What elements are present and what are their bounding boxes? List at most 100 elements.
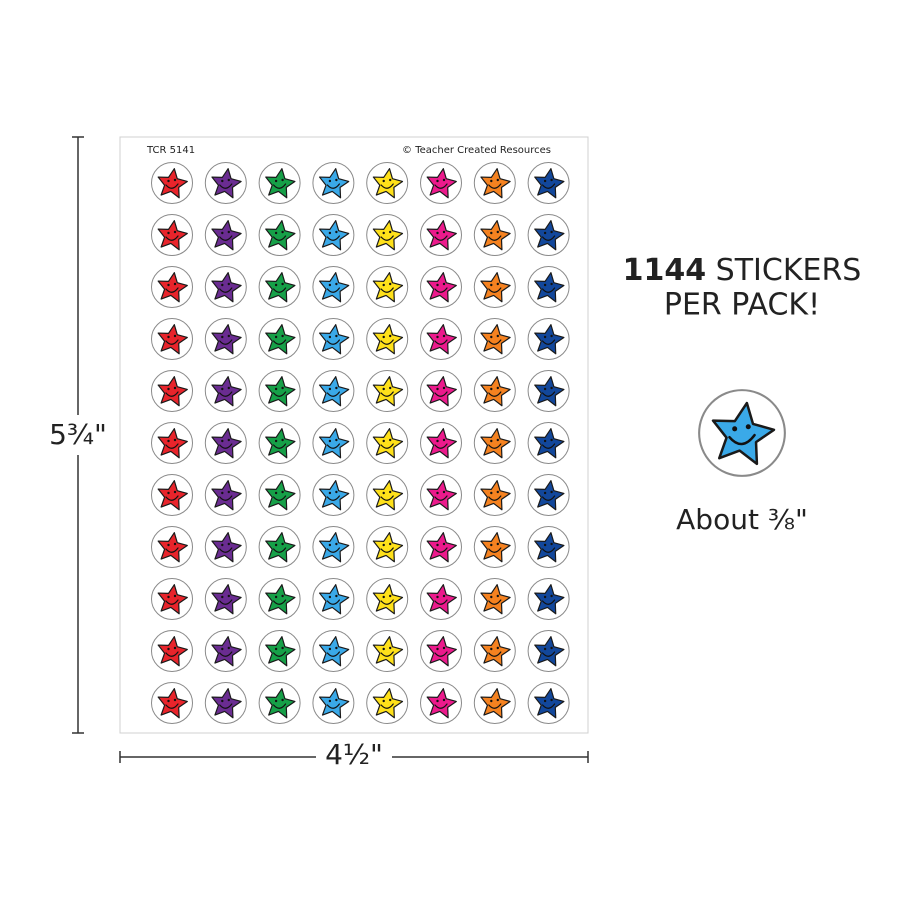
sticker bbox=[204, 317, 247, 361]
sticker bbox=[419, 525, 463, 569]
sticker bbox=[204, 161, 247, 205]
height-label: 5¾" bbox=[49, 418, 107, 451]
sticker bbox=[473, 369, 516, 413]
sticker bbox=[419, 369, 463, 413]
sticker bbox=[419, 421, 463, 465]
sample-sticker bbox=[697, 388, 787, 478]
sticker bbox=[258, 525, 301, 569]
sticker bbox=[527, 265, 570, 309]
width-label: 4½" bbox=[325, 738, 383, 771]
sticker bbox=[312, 317, 355, 361]
sticker bbox=[312, 369, 355, 413]
sticker bbox=[150, 265, 194, 309]
headline-line2: PER PACK! bbox=[664, 288, 820, 323]
sheet-code: TCR 5141 bbox=[146, 145, 195, 156]
sticker bbox=[527, 317, 570, 361]
sticker bbox=[204, 629, 247, 673]
sticker bbox=[419, 681, 463, 725]
sticker bbox=[312, 629, 355, 673]
sticker bbox=[473, 681, 516, 725]
sticker bbox=[312, 161, 355, 205]
sticker bbox=[419, 213, 463, 257]
sticker bbox=[366, 213, 409, 257]
sticker bbox=[204, 369, 247, 413]
sticker bbox=[204, 577, 247, 621]
sticker bbox=[527, 161, 570, 205]
sticker bbox=[527, 629, 570, 673]
sticker bbox=[150, 525, 194, 569]
sticker bbox=[258, 421, 301, 465]
sticker bbox=[150, 161, 194, 205]
sticker bbox=[366, 629, 409, 673]
sticker bbox=[312, 577, 355, 621]
sticker bbox=[419, 629, 463, 673]
sticker bbox=[150, 681, 194, 725]
label-backdrop bbox=[50, 415, 106, 455]
sheet-copyright: © Teacher Created Resources bbox=[402, 145, 551, 156]
sticker bbox=[258, 473, 301, 517]
sticker bbox=[473, 161, 516, 205]
sticker bbox=[473, 213, 516, 257]
sticker bbox=[258, 213, 301, 257]
sticker bbox=[204, 473, 247, 517]
headline-line1: 1144 STICKERS bbox=[623, 253, 862, 288]
sticker bbox=[473, 317, 516, 361]
sticker bbox=[419, 317, 463, 361]
sticker bbox=[150, 213, 194, 257]
sticker bbox=[366, 317, 409, 361]
sticker bbox=[258, 629, 301, 673]
sticker bbox=[204, 265, 247, 309]
sticker bbox=[312, 421, 355, 465]
sticker bbox=[150, 317, 194, 361]
sticker bbox=[204, 525, 247, 569]
sticker bbox=[150, 369, 194, 413]
sticker bbox=[473, 421, 516, 465]
sticker bbox=[312, 213, 355, 257]
sticker bbox=[419, 473, 463, 517]
sticker bbox=[527, 525, 570, 569]
sticker bbox=[150, 473, 194, 517]
label-backdrop bbox=[316, 738, 392, 776]
sticker bbox=[258, 577, 301, 621]
sticker bbox=[312, 265, 355, 309]
sticker bbox=[473, 265, 516, 309]
sticker bbox=[473, 629, 516, 673]
sticker bbox=[150, 577, 194, 621]
sticker bbox=[473, 577, 516, 621]
headline-word: STICKERS bbox=[716, 253, 862, 288]
sticker bbox=[419, 577, 463, 621]
sticker bbox=[366, 265, 409, 309]
sticker bbox=[527, 473, 570, 517]
sticker bbox=[527, 421, 570, 465]
sticker-count: 1144 bbox=[623, 253, 707, 288]
sticker bbox=[473, 525, 516, 569]
sticker bbox=[204, 681, 247, 725]
sticker bbox=[366, 161, 409, 205]
sticker bbox=[419, 265, 463, 309]
sticker bbox=[258, 265, 301, 309]
sticker bbox=[312, 473, 355, 517]
sticker bbox=[258, 369, 301, 413]
sticker bbox=[258, 317, 301, 361]
sticker bbox=[366, 525, 409, 569]
sticker bbox=[366, 577, 409, 621]
sticker bbox=[473, 473, 516, 517]
sticker bbox=[258, 681, 301, 725]
sticker bbox=[527, 681, 570, 725]
sticker bbox=[419, 161, 463, 205]
sticker bbox=[527, 213, 570, 257]
sticker bbox=[204, 421, 247, 465]
size-note: About ⅜" bbox=[676, 503, 808, 536]
sticker bbox=[366, 473, 409, 517]
sticker bbox=[366, 421, 409, 465]
sticker bbox=[204, 213, 247, 257]
sticker bbox=[258, 161, 301, 205]
sticker bbox=[150, 421, 194, 465]
sticker bbox=[366, 369, 409, 413]
sticker bbox=[366, 681, 409, 725]
sticker bbox=[312, 525, 355, 569]
sticker bbox=[312, 681, 355, 725]
sticker bbox=[527, 369, 570, 413]
